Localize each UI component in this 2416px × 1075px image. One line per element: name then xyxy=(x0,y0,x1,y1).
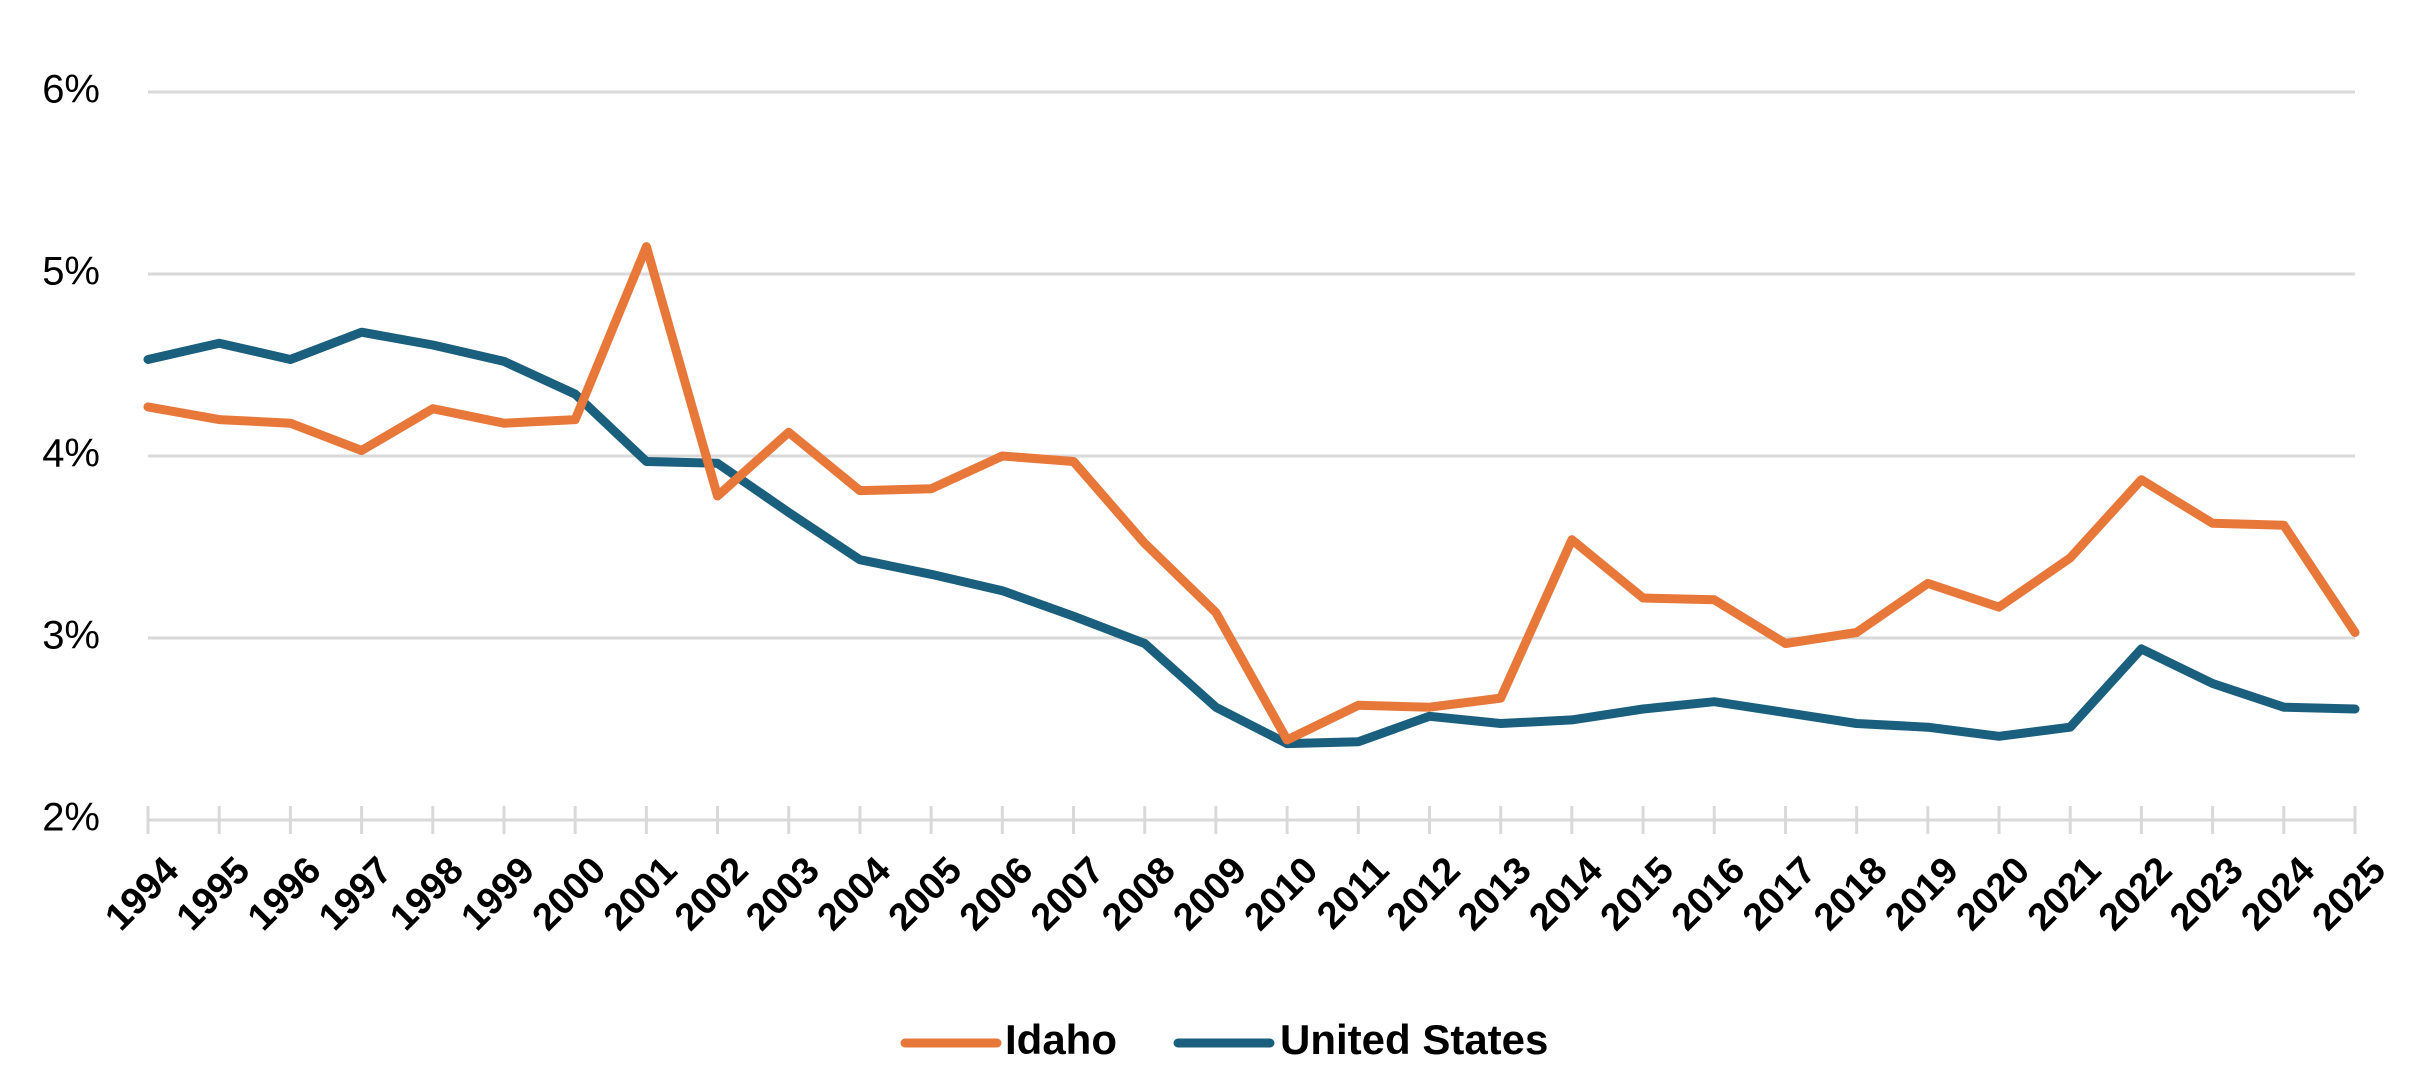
series-line-united-states xyxy=(143,327,2360,749)
y-tick-label: 2% xyxy=(42,796,100,840)
legend: Idaho United States xyxy=(900,1016,1548,1063)
x-tick-label: 2019 xyxy=(1877,849,1966,938)
y-tick-label: 3% xyxy=(42,614,100,658)
legend-label-united-states: United States xyxy=(1280,1016,1548,1063)
x-tick-label: 1997 xyxy=(311,849,400,938)
x-tick-label: 2022 xyxy=(2091,849,2180,938)
x-axis: 1994199519961997199819992000200120022003… xyxy=(98,806,2394,939)
x-tick-label: 2016 xyxy=(1664,849,1753,938)
x-tick-label: 2010 xyxy=(1237,849,1326,938)
x-tick-label: 2024 xyxy=(2233,849,2322,938)
x-tick-label: 2006 xyxy=(952,849,1041,938)
y-tick-label: 6% xyxy=(42,68,100,112)
x-tick-label: 2020 xyxy=(1949,849,2038,938)
x-tick-label: 2000 xyxy=(525,849,614,938)
x-tick-label: 2007 xyxy=(1023,849,1112,938)
x-tick-label: 2018 xyxy=(1806,849,1895,938)
y-tick-label: 4% xyxy=(42,432,100,476)
x-tick-label: 2008 xyxy=(1094,849,1183,938)
y-axis: 2% 3% 4% 5% 6% xyxy=(42,68,100,840)
legend-label-idaho: Idaho xyxy=(1005,1016,1117,1063)
x-tick-label: 1998 xyxy=(382,849,471,938)
x-tick-label: 2021 xyxy=(2020,849,2109,938)
x-tick-label: 2002 xyxy=(667,849,756,938)
gridlines xyxy=(148,90,2355,640)
x-tick-label: 2015 xyxy=(1593,849,1682,938)
x-tick-label: 2017 xyxy=(1735,849,1824,938)
x-tick-label: 2001 xyxy=(596,849,685,938)
x-tick-label: 2025 xyxy=(2305,849,2394,938)
x-tick-label: 1995 xyxy=(169,849,258,938)
x-tick-label: 1996 xyxy=(240,849,329,938)
x-tick-label: 2012 xyxy=(1379,849,1468,938)
x-tick-label: 2005 xyxy=(881,849,970,938)
x-tick-label: 2003 xyxy=(738,849,827,938)
x-tick-label: 2011 xyxy=(1309,849,1397,937)
x-tick-label: 2004 xyxy=(809,849,898,938)
x-tick-label: 2023 xyxy=(2162,849,2251,938)
y-tick-label: 5% xyxy=(42,250,100,294)
series-lines xyxy=(143,242,2360,749)
x-tick-label: 1994 xyxy=(98,849,187,938)
x-tick-label: 2014 xyxy=(1521,849,1610,938)
x-tick-label: 2013 xyxy=(1450,849,1539,938)
x-tick-label: 2009 xyxy=(1165,849,1254,938)
x-tick-label: 1999 xyxy=(454,849,543,938)
series-line-idaho xyxy=(143,242,2360,745)
